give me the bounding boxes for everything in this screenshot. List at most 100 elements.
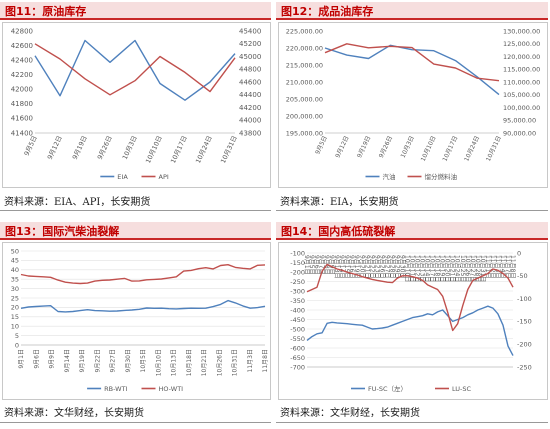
x-tick-label: 10月24日 xyxy=(463,135,481,163)
x-tick-label: 10月5日 xyxy=(140,349,147,372)
panel-title: 图12：成品油库存 xyxy=(276,2,548,20)
y-tick-label: 35 xyxy=(11,276,19,284)
x-tick-label: 11月3日 xyxy=(247,349,254,372)
y-tick-label: -650 xyxy=(290,354,305,362)
product-inventory-chart: 195,000.00 200,000.00 205,000.00 210,000.00… xyxy=(286,27,540,181)
y2-tick-label: 115,000.00 xyxy=(503,66,540,74)
x-tick-label: 9月26日 xyxy=(378,135,394,159)
source-note: 资料来源：EIA、API，长安期货 xyxy=(4,197,151,208)
y2-tick-label: 45000 xyxy=(239,53,261,61)
x-tick-label: 9月16日 xyxy=(348,255,355,278)
x-tick-label: 11月3日 xyxy=(494,255,501,278)
x-tick-label: 9月29日 xyxy=(393,255,400,278)
x-tick-label: 9月5日 xyxy=(23,134,39,157)
x-tick-label: 9月13日 xyxy=(333,255,340,278)
x-tick-label: 9月22日 xyxy=(94,349,101,372)
x-tick-label: 10月19日 xyxy=(439,255,446,282)
x-tick-label: 10月12日 xyxy=(414,255,421,282)
series-line-汽油 xyxy=(324,44,500,96)
x-tick-label: 10月27日 xyxy=(469,255,476,282)
x-tick-label: 10月31日 xyxy=(479,255,486,282)
y-tick-label: -500 xyxy=(290,325,305,333)
x-tick-label: 9月19日 xyxy=(356,135,372,159)
x-tick-label: 10月18日 xyxy=(434,255,441,282)
source-note: 资料来源：文华财经，长安期货 xyxy=(280,408,420,419)
y2-tick-label: 44400 xyxy=(239,91,261,99)
chart-frame: 195,000.00 200,000.00 205,000.00 210,000.00… xyxy=(278,22,548,188)
legend-label: HO-WTI xyxy=(159,385,184,393)
y-tick-label: -450 xyxy=(290,316,305,324)
y-tick-label: 30 xyxy=(11,285,19,293)
series-line-EIA xyxy=(34,39,236,101)
panel-title-text: 图13：国际汽柴油裂解 xyxy=(5,225,120,238)
y2-tick-label: 130,000.00 xyxy=(503,27,540,35)
x-tick-label: 10月10日 xyxy=(420,135,438,163)
x-tick-label: 9月9日 xyxy=(328,255,335,275)
source-note: 资料来源：文华财经，长安期货 xyxy=(4,408,144,419)
x-tick-label: 9月28日 xyxy=(388,255,395,278)
y2-tick-label: 45200 xyxy=(239,40,261,48)
y-tick-label: 200,000.00 xyxy=(286,112,323,120)
y2-tick-label: 43800 xyxy=(239,129,261,137)
x-tick-label: 9月1日 xyxy=(18,349,25,369)
series-line-LU-SC xyxy=(306,263,514,332)
x-tick-label: 9月12日 xyxy=(334,135,350,159)
x-tick-label: 9月6日 xyxy=(313,255,320,275)
panel-domestic-sulfur-spread: 图14：国内高低硫裂解 -100 -150 -200 -250 -300 -350 -400… xyxy=(276,220,550,429)
x-tick-label: 9月30日 xyxy=(125,349,132,372)
y2-tick-label: 110,000.00 xyxy=(503,78,540,86)
panel-title-text: 图14：国内高低硫裂解 xyxy=(281,225,396,238)
y-tick-label: 5 xyxy=(15,332,19,340)
y-tick-label: -100 xyxy=(290,249,305,257)
panel-title: 图13：国际汽柴油裂解 xyxy=(0,222,271,240)
x-tick-label: 10月21日 xyxy=(449,255,456,282)
x-tick-label: 11月2日 xyxy=(489,255,496,278)
y-tick-label: -250 xyxy=(290,278,305,286)
x-tick-label: 11月1日 xyxy=(484,255,491,278)
y2-tick-label: 120,000.00 xyxy=(503,53,540,61)
y-tick-label: 42000 xyxy=(11,86,33,94)
x-tick-label: 10月24日 xyxy=(194,134,214,164)
x-tick-label: 10月14日 xyxy=(424,255,431,282)
series-line-FU-SC（左） xyxy=(306,305,514,356)
x-tick-label: 9月22日 xyxy=(368,255,375,278)
y-tick-label: -350 xyxy=(290,297,305,305)
y2-tick-label: -50 xyxy=(517,272,528,280)
y-tick-label: 0 xyxy=(15,341,19,349)
y-tick-label: 41600 xyxy=(11,115,33,123)
x-tick-label: 11月4日 xyxy=(499,255,506,278)
y-tick-label: 41400 xyxy=(11,129,33,137)
panel-title-text: 图11：原油库存 xyxy=(5,5,87,18)
panel-intl-crack-spread: 图13：国际汽柴油裂解 0 5 10 15 20 25 30 35 40 45 50 9月1日 9月6日… xyxy=(0,220,273,429)
x-tick-label: 10月13日 xyxy=(419,255,426,282)
x-tick-label: 10月31日 xyxy=(485,135,503,163)
y-tick-label: -150 xyxy=(290,259,305,267)
y2-tick-label: -250 xyxy=(517,363,532,371)
x-tick-label: 10月28日 xyxy=(474,255,481,282)
y-tick-label: 215,000.00 xyxy=(286,61,323,69)
x-tick-label: 9月19日 xyxy=(71,134,89,160)
panel-crude-inventory: 图11：原油库存 41400 41600 41800 42000 42200 42400 4… xyxy=(0,0,273,214)
panel-title: 图14：国内高低硫裂解 xyxy=(276,222,548,240)
y-tick-label: -200 xyxy=(290,268,305,276)
x-tick-label: 10月31日 xyxy=(219,134,239,164)
x-tick-label: 10月3日 xyxy=(400,135,416,159)
legend-label: EIA xyxy=(117,173,128,181)
legend-label: LU-SC xyxy=(452,385,472,393)
x-tick-label: 9月27日 xyxy=(110,349,117,372)
x-tick-label: 9月5日 xyxy=(314,135,329,156)
chart-frame: -100 -150 -200 -250 -300 -350 -400 -450 -500 -550… xyxy=(278,242,548,400)
x-tick-label: 10月31日 xyxy=(232,349,239,376)
y-tick-label: 50 xyxy=(11,247,19,255)
x-tick-label: 9月12日 xyxy=(46,134,64,160)
x-tick-label: 10月21日 xyxy=(201,349,208,376)
y-tick-label: 41800 xyxy=(11,100,33,108)
series-line-RB-WTI xyxy=(20,299,266,313)
y2-tick-label: 45400 xyxy=(239,27,261,35)
x-tick-label: 10月10日 xyxy=(403,255,410,282)
y2-tick-label: -200 xyxy=(517,341,532,349)
y-tick-label: 225,000.00 xyxy=(286,27,323,35)
y-tick-label: 15 xyxy=(11,313,19,321)
x-tick-label: 9月9日 xyxy=(49,349,56,369)
